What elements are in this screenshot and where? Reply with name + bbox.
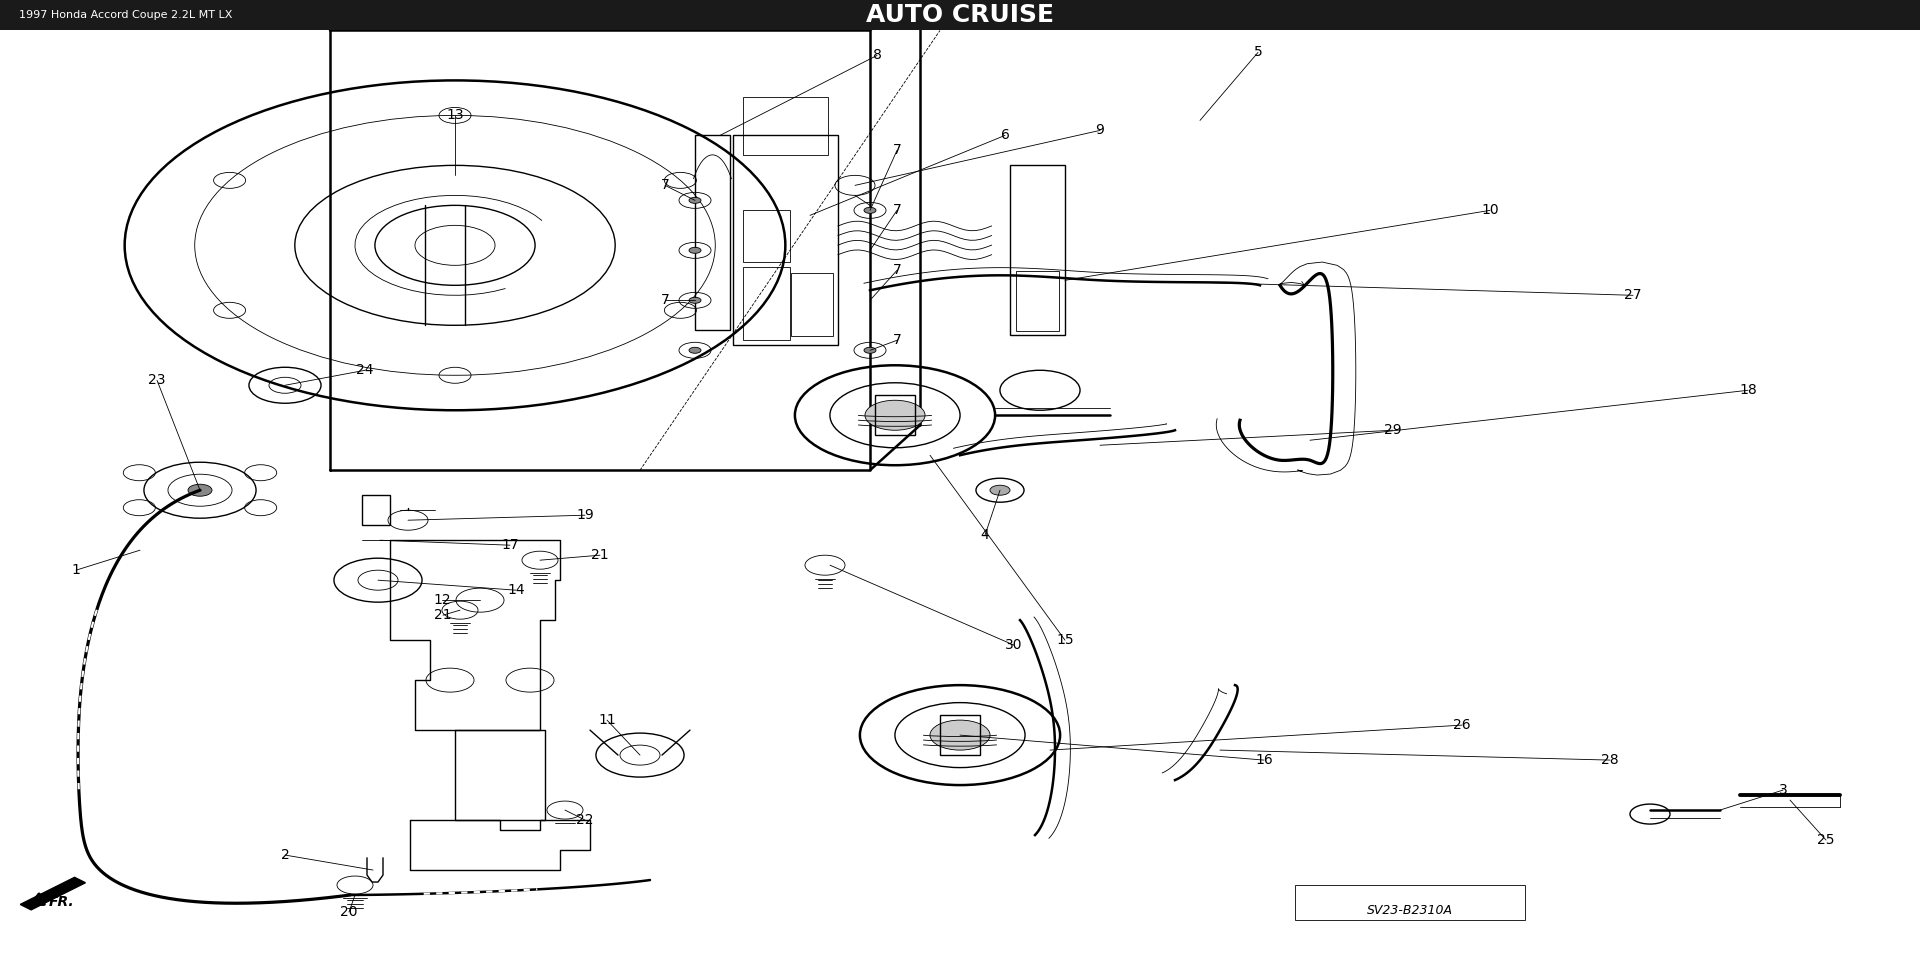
Text: 2: 2: [280, 848, 290, 862]
Text: SV23-B2310A: SV23-B2310A: [1367, 903, 1453, 917]
Text: 10: 10: [1480, 203, 1500, 218]
Text: 7: 7: [660, 178, 670, 193]
Bar: [695, 135, 730, 330]
Text: AUTO CRUISE: AUTO CRUISE: [866, 4, 1054, 28]
Circle shape: [866, 400, 925, 431]
Text: 27: 27: [1624, 289, 1642, 302]
Text: 21: 21: [591, 549, 609, 562]
Bar: [0, 0, 1920, 31]
Bar: [743, 267, 789, 340]
Circle shape: [188, 484, 211, 496]
Text: 7: 7: [893, 264, 900, 277]
Circle shape: [864, 347, 876, 353]
Text: 20: 20: [340, 905, 357, 919]
Text: 19: 19: [576, 508, 593, 523]
Text: 1: 1: [71, 563, 81, 577]
Text: 23: 23: [148, 373, 165, 387]
Text: 12: 12: [434, 594, 451, 607]
Circle shape: [689, 297, 701, 303]
Circle shape: [689, 347, 701, 353]
Text: 30: 30: [1006, 638, 1023, 652]
Text: 7: 7: [893, 203, 900, 218]
Circle shape: [929, 720, 991, 750]
Bar: [743, 210, 789, 262]
Text: 22: 22: [576, 813, 593, 827]
Circle shape: [991, 485, 1010, 495]
Text: 16: 16: [1256, 753, 1273, 767]
Text: 14: 14: [507, 583, 524, 597]
Text: 25: 25: [1816, 833, 1836, 847]
Circle shape: [689, 198, 701, 203]
Text: 7: 7: [893, 144, 900, 157]
Polygon shape: [21, 877, 84, 910]
Bar: [363, 495, 390, 526]
Text: 15: 15: [1056, 633, 1073, 647]
Bar: [733, 135, 837, 345]
Circle shape: [689, 247, 701, 253]
Bar: [1010, 165, 1066, 336]
Text: 9: 9: [1096, 124, 1104, 137]
Text: 18: 18: [1740, 384, 1757, 397]
Text: 8: 8: [872, 48, 881, 62]
Bar: [1294, 885, 1524, 920]
Circle shape: [864, 207, 876, 213]
Text: 6: 6: [1000, 129, 1010, 142]
Text: 4: 4: [981, 528, 989, 542]
Text: 7: 7: [660, 293, 670, 307]
Text: FR.: FR.: [48, 896, 75, 909]
Text: 26: 26: [1453, 718, 1471, 732]
Bar: [743, 97, 828, 154]
Text: 17: 17: [501, 538, 518, 552]
Bar: [941, 715, 979, 755]
Text: 11: 11: [599, 713, 616, 727]
Text: 21: 21: [434, 608, 451, 622]
Text: 29: 29: [1384, 423, 1402, 437]
Bar: [1016, 271, 1060, 331]
Text: 13: 13: [445, 108, 465, 123]
Text: 28: 28: [1601, 753, 1619, 767]
Text: 5: 5: [1254, 45, 1261, 59]
Text: 7: 7: [893, 334, 900, 347]
Bar: [791, 272, 833, 336]
Text: 3: 3: [1778, 784, 1788, 797]
Text: 1997 Honda Accord Coupe 2.2L MT LX: 1997 Honda Accord Coupe 2.2L MT LX: [19, 11, 232, 20]
Text: 24: 24: [357, 363, 374, 377]
Bar: [876, 395, 916, 435]
